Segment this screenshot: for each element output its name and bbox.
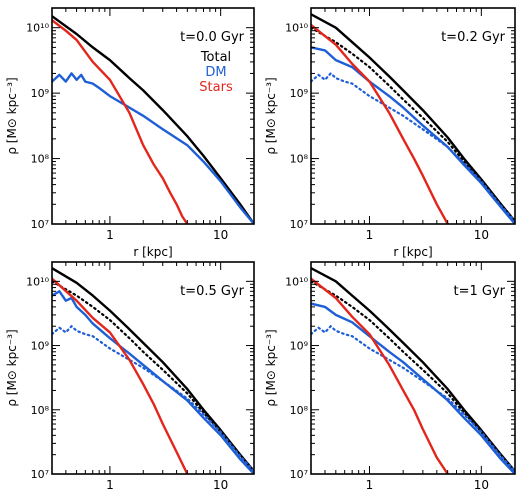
series-total-solid-line xyxy=(52,15,254,224)
series-dm-solid-line xyxy=(311,302,515,474)
tick-marks xyxy=(51,261,255,475)
x-axis-label: r [kpc] xyxy=(393,245,432,259)
y-tick-label: 10¹⁰ xyxy=(285,275,308,288)
plot-area xyxy=(311,13,515,224)
series-stars-solid-line xyxy=(311,23,449,224)
y-tick-label: 10⁷ xyxy=(290,468,308,481)
tick-marks xyxy=(310,261,516,475)
y-tick-label: 10⁸ xyxy=(290,404,309,417)
y-tick-label: 10⁷ xyxy=(31,468,49,481)
y-axis-label: ρ [M⊙ kpc⁻³] xyxy=(264,329,278,406)
series-dm-solid-line xyxy=(311,46,515,224)
x-tick-label: 1 xyxy=(366,228,374,242)
plot-area xyxy=(52,15,254,224)
plot-frame xyxy=(51,261,255,475)
y-axis-label: ρ [M⊙ kpc⁻³] xyxy=(5,329,19,406)
y-tick-label: 10¹⁰ xyxy=(26,275,49,288)
y-axis-label: ρ [M⊙ kpc⁻³] xyxy=(5,77,19,154)
panel-time-label: t=1 Gyr xyxy=(453,284,505,299)
tick-marks xyxy=(51,7,255,225)
series-dm-solid-line xyxy=(52,290,254,474)
x-tick-label: 10 xyxy=(474,478,489,492)
legend-entry-stars: Stars xyxy=(199,80,233,95)
y-tick-label: 10⁹ xyxy=(290,340,308,353)
plot-frame xyxy=(51,7,255,225)
x-tick-label: 1 xyxy=(106,228,114,242)
y-tick-label: 10⁹ xyxy=(31,87,49,100)
y-tick-label: 10⁹ xyxy=(31,340,49,353)
plot-frame xyxy=(310,261,516,475)
panel-time-label: t=0.5 Gyr xyxy=(180,284,245,299)
legend-entry-total: Total xyxy=(200,50,231,65)
plot-frame xyxy=(310,7,516,225)
series-stars-solid-line xyxy=(311,277,449,474)
series-total-solid-line xyxy=(311,13,515,223)
series-stars-solid-line xyxy=(52,277,189,474)
series-dm-dotted-line xyxy=(311,72,515,223)
y-tick-label: 10⁷ xyxy=(290,218,308,231)
x-tick-label: 10 xyxy=(213,478,228,492)
y-tick-label: 10⁸ xyxy=(31,153,50,166)
series-dm-dotted-line xyxy=(311,325,515,473)
x-tick-label: 1 xyxy=(366,478,374,492)
series-stars-solid-line xyxy=(52,19,189,224)
x-tick-label: 10 xyxy=(213,228,228,242)
y-tick-label: 10¹⁰ xyxy=(26,22,49,35)
tick-marks xyxy=(310,7,516,225)
plot-area xyxy=(52,267,254,474)
panel-2: 1 10 10⁷ 10⁸ 10⁹ 10¹⁰ r [kpc] ρ [M⊙ kpc⁻³] t=0.2… xyxy=(264,7,516,259)
series-total-dotted-line xyxy=(311,26,515,223)
x-tick-label: 10 xyxy=(474,228,489,242)
series-dm-dotted-line xyxy=(52,325,254,473)
y-tick-label: 10⁷ xyxy=(31,218,49,231)
panel-1: 1 10 10⁷ 10⁸ 10⁹ 10¹⁰ r [kpc] ρ [M⊙ kpc⁻³] t=0.0… xyxy=(5,7,255,259)
panel-time-label: t=0.0 Gyr xyxy=(180,30,245,45)
x-axis-label: r [kpc] xyxy=(133,245,172,259)
series-dm-solid-line xyxy=(52,72,254,224)
legend-entry-dm: DM xyxy=(205,65,226,80)
plot-area xyxy=(311,267,515,474)
y-tick-label: 10⁹ xyxy=(290,87,308,100)
series-total-dotted-line xyxy=(311,280,515,473)
x-tick-label: 1 xyxy=(106,478,114,492)
series-total-dotted-line xyxy=(52,280,254,473)
y-tick-label: 10⁸ xyxy=(31,404,50,417)
y-tick-label: 10¹⁰ xyxy=(285,22,308,35)
y-axis-label: ρ [M⊙ kpc⁻³] xyxy=(264,77,278,154)
panel-time-label: t=0.2 Gyr xyxy=(441,30,506,45)
y-tick-label: 10⁸ xyxy=(290,153,309,166)
